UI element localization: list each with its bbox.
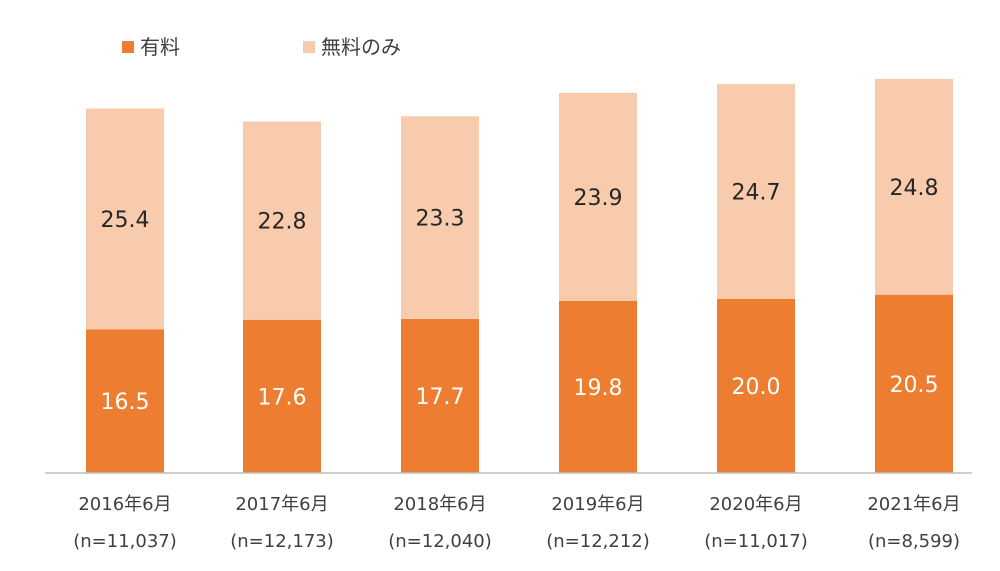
x-tick-label-4: 2020年6月 [709,494,802,515]
bar-free-3 [559,92,637,301]
legend-label-free: 無料のみ [321,35,401,59]
legend-label-paid: 有料 [140,35,180,59]
value-label-free-1: 22.8 [258,210,307,235]
value-label-free-5: 24.8 [890,176,939,201]
value-label-paid-1: 17.6 [258,385,307,410]
x-tick-sublabel-0: (n=11,037) [73,531,177,552]
x-tick-label-2: 2018年6月 [393,494,486,515]
value-label-paid-2: 17.7 [416,385,465,410]
bar-paid-2 [401,319,479,473]
bar-paid-3 [559,300,637,473]
legend-swatch-paid [122,41,134,53]
x-tick-sublabel-2: (n=12,040) [388,531,492,552]
x-tick-label-1: 2017年6月 [235,494,328,515]
x-tick-label-5: 2021年6月 [867,494,960,515]
value-label-paid-4: 20.0 [732,375,781,400]
bar-free-5 [875,78,953,295]
x-axis-labels: 2016年6月 (n=11,037) 2017年6月 (n=12,173) 2018年6… [73,494,960,552]
bar-free-0 [86,108,164,330]
bar-paid-5 [875,294,953,473]
bars [86,78,953,473]
x-tick-sublabel-1: (n=12,173) [230,531,334,552]
x-tick-sublabel-3: (n=12,212) [546,531,650,552]
x-tick-label-3: 2019年6月 [551,494,644,515]
legend-swatch-free [303,41,315,53]
bar-paid-0 [86,329,164,473]
bar-free-2 [401,116,479,320]
x-tick-label-0: 2016年6月 [78,494,171,515]
value-label-paid-3: 19.8 [574,376,623,401]
legend: 有料 無料のみ [122,35,401,59]
bar-free-4 [717,84,795,299]
bar-free-1 [243,121,321,320]
bar-paid-1 [243,319,321,473]
x-tick-sublabel-5: (n=8,599) [868,531,960,552]
value-label-free-3: 23.9 [574,186,623,211]
value-label-free-0: 25.4 [101,208,150,233]
value-label-free-4: 24.7 [732,181,781,206]
value-label-free-2: 23.3 [416,207,465,232]
value-label-paid-0: 16.5 [101,390,150,415]
value-labels: 16.5 25.4 17.6 22.8 17.7 23.3 19.8 23.9 20.0 24.7… [101,176,939,415]
bar-paid-4 [717,299,795,473]
value-label-paid-5: 20.5 [890,373,939,398]
x-tick-sublabel-4: (n=11,017) [704,531,808,552]
